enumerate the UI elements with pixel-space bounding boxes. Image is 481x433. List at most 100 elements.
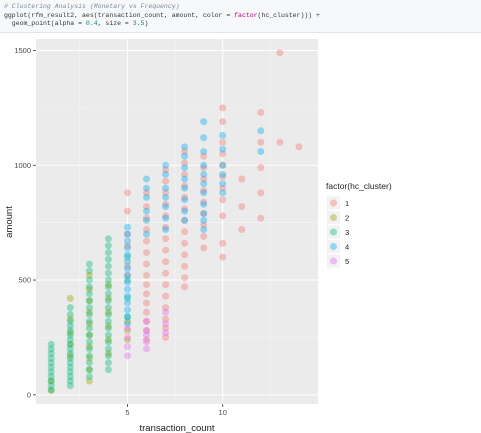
- legend-swatch-2: [330, 214, 337, 221]
- point-cluster-3-64: [104, 366, 112, 374]
- point-cluster-1-32: [162, 292, 170, 300]
- point-cluster-2-19: [104, 308, 112, 316]
- point-cluster-3-3: [47, 354, 55, 362]
- point-cluster-4-15: [143, 175, 150, 183]
- point-cluster-5-3: [124, 352, 131, 360]
- point-cluster-4-9: [124, 285, 131, 293]
- point-cluster-3-13: [66, 317, 74, 325]
- point-cluster-4-44: [200, 210, 208, 217]
- point-cluster-4-12: [124, 306, 131, 314]
- legend-key-bg-4: [327, 240, 340, 253]
- point-cluster-3-29: [85, 267, 93, 275]
- y-axis-label: amount: [4, 206, 15, 238]
- y-axis-ticks: 0 500 1000 1500: [14, 46, 36, 399]
- point-cluster-4-49: [219, 161, 227, 169]
- point-cluster-4-43: [200, 200, 208, 208]
- legend-label-1: 1: [345, 199, 349, 208]
- point-cluster-1-10: [143, 237, 150, 245]
- point-cluster-1-50: [200, 152, 208, 160]
- point-cluster-3-32: [85, 290, 93, 298]
- data-points: [47, 49, 303, 394]
- point-cluster-1-49: [181, 283, 189, 291]
- point-cluster-1-60: [219, 118, 227, 126]
- point-cluster-2-3: [66, 315, 74, 323]
- legend: factor(hc_cluster) 1 2 3 4 5: [326, 181, 392, 268]
- point-cluster-3-0: [47, 340, 55, 348]
- point-cluster-3-33: [85, 297, 93, 305]
- point-cluster-1-54: [200, 198, 208, 206]
- point-cluster-3-52: [104, 283, 112, 291]
- legend-key-bg-5: [327, 254, 340, 268]
- point-cluster-1-27: [162, 235, 170, 243]
- point-cluster-4-14: [124, 320, 131, 328]
- point-cluster-4-3: [124, 244, 131, 252]
- code-cell: # Clustering Analysis (Monetary vs Frequ…: [0, 0, 481, 33]
- point-cluster-1-64: [219, 173, 227, 181]
- point-cluster-4-13: [124, 313, 131, 321]
- y-tick-label-2: 1000: [14, 161, 31, 170]
- point-cluster-5-0: [124, 324, 131, 332]
- point-cluster-1-9: [143, 226, 150, 233]
- point-cluster-1-21: [162, 166, 170, 174]
- point-cluster-4-30: [181, 164, 189, 172]
- scatter-chart: 5 10 0 500 1000 1500 transaction_count amoun…: [0, 33, 481, 433]
- point-cluster-1-4: [124, 262, 131, 270]
- point-cluster-3-65: [124, 253, 131, 261]
- point-cluster-4-38: [200, 148, 208, 155]
- point-cluster-3-40: [85, 345, 93, 353]
- point-cluster-3-21: [66, 354, 74, 362]
- point-cluster-3-24: [66, 368, 74, 376]
- point-cluster-1-67: [219, 212, 227, 220]
- point-cluster-3-42: [85, 359, 93, 367]
- point-cluster-3-43: [85, 366, 93, 374]
- point-cluster-3-44: [85, 373, 93, 380]
- point-cluster-1-56: [200, 221, 208, 229]
- point-cluster-5-1: [124, 333, 131, 341]
- point-cluster-4-40: [200, 170, 208, 178]
- point-cluster-1-71: [238, 203, 246, 211]
- plot-panel: [36, 39, 318, 404]
- point-cluster-2-0: [47, 377, 55, 385]
- point-cluster-5-8: [143, 345, 150, 353]
- point-cluster-1-19: [143, 327, 150, 334]
- point-cluster-3-19: [66, 345, 74, 353]
- point-cluster-1-72: [238, 226, 246, 233]
- point-cluster-3-50: [104, 269, 112, 277]
- point-cluster-3-48: [104, 255, 112, 263]
- point-cluster-2-13: [85, 343, 93, 351]
- point-cluster-4-11: [124, 299, 131, 307]
- point-cluster-3-27: [66, 382, 74, 390]
- point-cluster-1-13: [143, 271, 150, 279]
- point-cluster-3-45: [104, 235, 112, 243]
- point-cluster-1-15: [143, 290, 150, 298]
- point-cluster-1-5: [124, 271, 131, 279]
- point-cluster-3-36: [85, 317, 93, 325]
- point-cluster-1-39: [181, 170, 189, 178]
- point-cluster-3-5: [47, 363, 55, 371]
- point-cluster-1-65: [219, 184, 227, 192]
- point-cluster-1-36: [162, 333, 170, 341]
- y-tick-label-1: 500: [18, 276, 31, 285]
- point-cluster-1-58: [200, 244, 208, 252]
- point-cluster-4-7: [124, 271, 131, 279]
- point-cluster-2-21: [104, 336, 112, 344]
- point-cluster-1-34: [162, 315, 170, 323]
- point-cluster-3-22: [66, 359, 74, 367]
- point-cluster-4-28: [181, 143, 189, 151]
- point-cluster-2-23: [124, 317, 131, 325]
- point-cluster-2-1: [47, 386, 55, 394]
- point-cluster-4-54: [257, 148, 265, 155]
- point-cluster-1-16: [143, 299, 150, 307]
- point-cluster-1-35: [162, 324, 170, 332]
- point-cluster-2-4: [66, 329, 74, 337]
- x-axis-label: transaction_count: [140, 423, 215, 433]
- grid-major: [36, 39, 318, 404]
- point-cluster-4-5: [124, 258, 131, 266]
- point-cluster-3-62: [104, 352, 112, 360]
- point-cluster-3-23: [66, 363, 74, 371]
- point-cluster-1-73: [257, 109, 265, 116]
- point-cluster-4-23: [162, 184, 170, 192]
- point-cluster-1-75: [257, 164, 265, 172]
- point-cluster-1-70: [238, 175, 246, 183]
- point-cluster-3-30: [85, 276, 93, 284]
